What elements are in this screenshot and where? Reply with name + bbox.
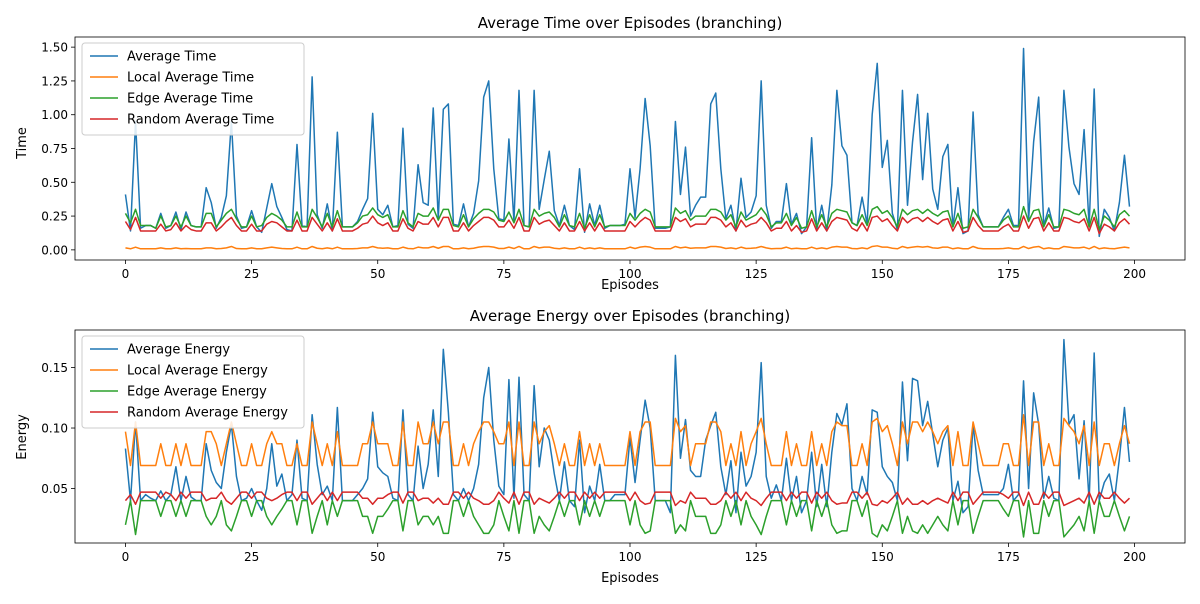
- time-x-tick-label: 150: [871, 267, 894, 281]
- time-series-line-1: [125, 245, 1130, 250]
- time-y-tick-label: 0.00: [41, 243, 68, 257]
- time-legend-label-0: Average Time: [127, 50, 216, 65]
- time-x-tick-label: 50: [370, 267, 385, 281]
- time-legend-box: [81, 42, 305, 136]
- energy-legend-label-0: Average Energy: [127, 343, 230, 358]
- energy-x-tick-label: 50: [370, 550, 385, 564]
- energy-x-tick-label: 100: [619, 550, 642, 564]
- time-y-tick-label: 1.00: [41, 108, 68, 122]
- energy-legend-label-2: Edge Average Energy: [127, 385, 267, 400]
- energy-x-tick-label: 200: [1123, 550, 1146, 564]
- energy-x-tick-label: 25: [244, 550, 259, 564]
- energy-y-axis-label: Energy: [15, 414, 30, 460]
- time-legend-label-3: Random Average Time: [127, 113, 274, 128]
- energy-series-group: [124, 338, 1131, 538]
- time-x-tick-label: 25: [244, 267, 259, 281]
- time-x-tick-label: 125: [745, 267, 768, 281]
- energy-y-tick-label: 0.05: [41, 482, 68, 496]
- time-legend-label-1: Local Average Time: [127, 71, 254, 86]
- energy-x-tick-label: 75: [496, 550, 511, 564]
- energy-panel: Average Energy over Episodes (branching)…: [15, 307, 1186, 586]
- time-x-tick-label: 75: [496, 267, 511, 281]
- time-series-line-3: [124, 215, 1131, 235]
- time-chart-title: Average Time over Episodes (branching): [478, 14, 783, 32]
- energy-legend: Average Energy Local Average Energy Edge A…: [81, 335, 305, 429]
- time-legend-label-2: Edge Average Time: [127, 92, 253, 107]
- energy-x-tick-label: 175: [997, 550, 1020, 564]
- energy-x-tick-label: 125: [745, 550, 768, 564]
- time-series-group: [124, 47, 1131, 250]
- time-y-tick-label: 1.25: [41, 74, 68, 88]
- energy-series-line-3: [124, 491, 1131, 507]
- time-x-tick-label: 175: [997, 267, 1020, 281]
- time-x-tick-label: 100: [619, 267, 642, 281]
- energy-x-axis-label: Episodes: [601, 571, 659, 586]
- time-y-axis-label: Time: [15, 127, 30, 160]
- energy-series-line-2: [124, 499, 1131, 538]
- energy-legend-box: [81, 335, 305, 429]
- energy-legend-label-3: Random Average Energy: [127, 406, 288, 421]
- time-panel: Average Time over Episodes (branching) E…: [15, 14, 1186, 293]
- time-x-tick-label: 200: [1123, 267, 1146, 281]
- time-y-tick-label: 1.50: [41, 41, 68, 55]
- time-y-tick-label: 0.50: [41, 176, 68, 190]
- energy-x-tick-label: 0: [122, 550, 130, 564]
- time-series-line-2: [124, 205, 1131, 231]
- energy-series-line-1: [124, 413, 1131, 467]
- energy-chart-title: Average Energy over Episodes (branching): [470, 307, 790, 325]
- time-y-tick-label: 0.75: [41, 142, 68, 156]
- energy-legend-label-1: Local Average Energy: [127, 364, 268, 379]
- time-x-axis-label: Episodes: [601, 278, 659, 293]
- time-x-tick-label: 0: [122, 267, 130, 281]
- time-y-tick-label: 0.25: [41, 210, 68, 224]
- energy-x-tick-label: 150: [871, 550, 894, 564]
- energy-y-tick-label: 0.10: [41, 422, 68, 436]
- time-legend: Average Time Local Average Time Edge Avera…: [81, 42, 305, 136]
- energy-y-tick-label: 0.15: [41, 361, 68, 375]
